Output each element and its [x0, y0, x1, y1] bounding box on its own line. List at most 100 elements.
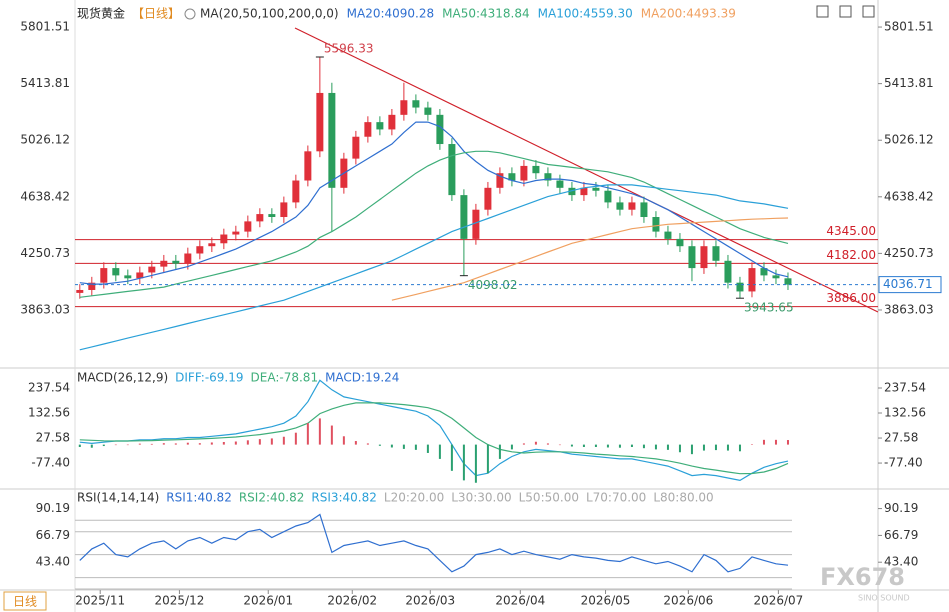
macd-bar [570, 444, 573, 447]
candle-body [652, 217, 660, 232]
y-tick-label: 43.40 [884, 555, 918, 569]
y-tick-label: 237.54 [884, 380, 926, 394]
macd-bar [690, 444, 693, 455]
series-line [79, 513, 789, 573]
y-tick-label: 27.58 [884, 431, 918, 445]
candle-body [580, 187, 588, 196]
x-tick-label: 2025/12 [154, 594, 204, 608]
macd-bar [438, 444, 441, 459]
candle-body [184, 253, 192, 264]
candle-body [244, 221, 252, 232]
x-tick-label: 2026/04 [495, 594, 545, 608]
macd-bar [666, 444, 669, 450]
candle-body [604, 190, 612, 203]
y-tick-label: 3863.03 [884, 302, 934, 316]
annotation-label: 3943.65 [744, 301, 794, 315]
macd-bar [462, 444, 465, 481]
candle-body [412, 100, 420, 108]
series-line [79, 379, 789, 482]
period-button-label[interactable]: 日线 [13, 595, 37, 609]
candle-body [748, 268, 756, 292]
candle-body [220, 234, 228, 244]
x-tick-label: 2025/11 [75, 594, 125, 608]
level-label: 4182.00 [826, 248, 876, 262]
period-button[interactable] [3, 591, 47, 611]
candle-body [568, 187, 576, 196]
macd-bar [258, 439, 261, 445]
x-tick-label: 2026/01 [243, 594, 293, 608]
candle-body [388, 114, 396, 130]
icon-button[interactable] [816, 5, 829, 18]
macd-bar [222, 441, 225, 445]
candle-body [508, 173, 516, 181]
x-tick-label: 2026/03 [405, 594, 455, 608]
candle-body [556, 180, 564, 188]
legend-entry: MA200:4493.39 [641, 7, 736, 21]
x-tick-label: 2026/05 [581, 594, 631, 608]
candle-body [256, 214, 264, 222]
legend-entry: 【日线】 [132, 7, 180, 21]
x-tick-label: 2026/07 [753, 594, 803, 608]
icon-button[interactable] [862, 5, 875, 18]
macd-bar [594, 444, 597, 447]
y-tick-label: 27.58 [36, 431, 70, 445]
candle-body [760, 268, 768, 276]
macd-bar [546, 443, 549, 445]
macd-bar [366, 443, 369, 445]
legend-entry: RSI2:40.82 [239, 491, 305, 505]
candle-body [328, 92, 336, 188]
candle-body [460, 195, 468, 239]
macd-bar [390, 444, 393, 448]
y-tick-label: -77.40 [31, 456, 70, 470]
macd-bar [450, 444, 453, 471]
level-label: 4345.00 [826, 224, 876, 238]
macd-bar [486, 444, 489, 474]
macd-bar [174, 443, 177, 445]
icon-button[interactable] [839, 5, 852, 18]
series-line [79, 184, 789, 351]
legend-entry: DIFF:-69.19 [175, 371, 243, 385]
settings-icon[interactable] [184, 8, 196, 20]
legend-entry: RSI3:40.82 [311, 491, 377, 505]
candle-body [712, 246, 720, 261]
y-tick-label: 132.56 [28, 406, 70, 420]
candle-body [424, 107, 432, 115]
toolbar [816, 5, 875, 18]
candle-body [364, 122, 372, 137]
candle-body [532, 165, 540, 174]
candle-body [208, 243, 216, 247]
candle-body [172, 260, 180, 264]
candle-body [736, 282, 744, 292]
candle-body [304, 151, 312, 181]
macd-bar [474, 444, 477, 483]
candle-body [676, 238, 684, 247]
y-tick-label: 237.54 [28, 380, 70, 394]
macd-bar [378, 444, 381, 446]
candle-body [400, 100, 408, 115]
annotation-label: 5596.33 [324, 41, 374, 55]
candle-body [592, 187, 600, 191]
candle-body [100, 268, 108, 283]
last-price-box [878, 276, 942, 294]
candle-body [196, 246, 204, 254]
candle-body [640, 202, 648, 218]
candle-body [160, 260, 168, 267]
macd-bar [654, 444, 657, 450]
legend-entry: MACD(26,12,9) [77, 371, 168, 385]
candle-body [268, 214, 276, 218]
watermark-sub: SINO SOUND [858, 594, 910, 603]
y-tick-label: 66.79 [884, 528, 918, 542]
candle-body [472, 209, 480, 239]
macd-bar [582, 444, 585, 447]
macd-bar [558, 444, 561, 446]
macd-bar [714, 444, 717, 451]
series-line [79, 150, 789, 298]
y-tick-label: 4638.42 [884, 189, 934, 203]
candle-body [124, 275, 132, 279]
candle-body [496, 173, 504, 188]
x-tick-label: 2026/06 [663, 594, 713, 608]
y-tick-label: 5026.12 [20, 133, 70, 147]
y-tick-label: 90.19 [36, 501, 70, 515]
legend-entry: L80:80.00 [653, 491, 713, 505]
